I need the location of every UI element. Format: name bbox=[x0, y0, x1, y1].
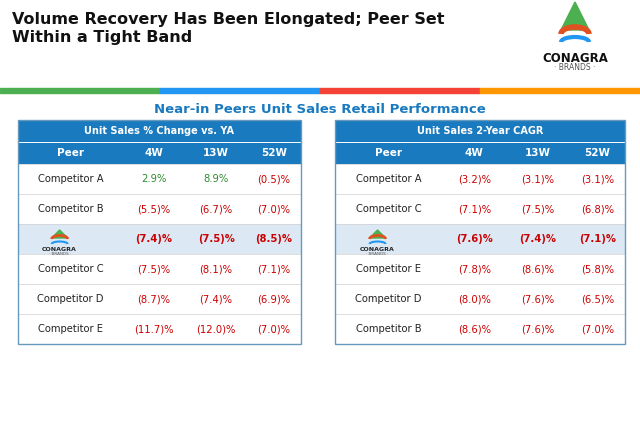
FancyBboxPatch shape bbox=[18, 164, 301, 194]
Text: · BRANDS ·: · BRANDS · bbox=[367, 252, 388, 256]
Text: (7.4)%: (7.4)% bbox=[135, 234, 172, 244]
FancyBboxPatch shape bbox=[335, 164, 625, 194]
Text: (7.5)%: (7.5)% bbox=[522, 204, 555, 214]
FancyBboxPatch shape bbox=[18, 224, 301, 254]
Text: (7.4)%: (7.4)% bbox=[200, 294, 232, 304]
FancyBboxPatch shape bbox=[335, 142, 625, 164]
Text: (7.4)%: (7.4)% bbox=[520, 234, 557, 244]
Text: (8.5)%: (8.5)% bbox=[255, 234, 292, 244]
Text: (8.7)%: (8.7)% bbox=[138, 294, 170, 304]
Text: Competitor C: Competitor C bbox=[38, 264, 103, 274]
Polygon shape bbox=[561, 2, 589, 30]
Polygon shape bbox=[52, 230, 68, 238]
Text: (8.6)%: (8.6)% bbox=[458, 324, 491, 334]
Text: · BRANDS ·: · BRANDS · bbox=[49, 252, 71, 256]
Text: (3.1)%: (3.1)% bbox=[522, 174, 554, 184]
Text: (7.0)%: (7.0)% bbox=[258, 204, 291, 214]
FancyBboxPatch shape bbox=[18, 142, 301, 164]
Text: (7.6)%: (7.6)% bbox=[522, 294, 555, 304]
Text: Competitor D: Competitor D bbox=[37, 294, 104, 304]
Text: CONAGRA: CONAGRA bbox=[360, 247, 395, 252]
Text: 13W: 13W bbox=[203, 148, 229, 158]
Text: Unit Sales 2-Year CAGR: Unit Sales 2-Year CAGR bbox=[417, 126, 543, 136]
Text: (6.5)%: (6.5)% bbox=[581, 294, 614, 304]
Text: 4W: 4W bbox=[145, 148, 163, 158]
Text: Peer: Peer bbox=[57, 148, 84, 158]
Text: Near-in Peers Unit Sales Retail Performance: Near-in Peers Unit Sales Retail Performa… bbox=[154, 103, 486, 116]
Text: (6.9)%: (6.9)% bbox=[257, 294, 291, 304]
FancyBboxPatch shape bbox=[18, 314, 301, 344]
Bar bbox=[160, 88, 320, 93]
Text: (5.5)%: (5.5)% bbox=[137, 204, 170, 214]
Text: Unit Sales % Change vs. YA: Unit Sales % Change vs. YA bbox=[84, 126, 234, 136]
Text: 52W: 52W bbox=[261, 148, 287, 158]
Text: Competitor E: Competitor E bbox=[38, 324, 103, 334]
Text: (7.5)%: (7.5)% bbox=[198, 234, 234, 244]
Text: (3.2)%: (3.2)% bbox=[458, 174, 491, 184]
Text: Competitor D: Competitor D bbox=[355, 294, 422, 304]
FancyBboxPatch shape bbox=[335, 254, 625, 284]
Text: (6.8)%: (6.8)% bbox=[581, 204, 614, 214]
Polygon shape bbox=[369, 230, 385, 238]
Text: (0.5)%: (0.5)% bbox=[258, 174, 291, 184]
Text: (7.1)%: (7.1)% bbox=[579, 234, 616, 244]
Text: Competitor A: Competitor A bbox=[356, 174, 422, 184]
Text: (8.1)%: (8.1)% bbox=[200, 264, 232, 274]
Text: (7.0)%: (7.0)% bbox=[581, 324, 614, 334]
Text: (5.8)%: (5.8)% bbox=[581, 264, 614, 274]
Text: CONAGRA: CONAGRA bbox=[542, 52, 608, 65]
Text: 13W: 13W bbox=[525, 148, 551, 158]
Text: (3.1)%: (3.1)% bbox=[581, 174, 614, 184]
Text: (7.1)%: (7.1)% bbox=[257, 264, 291, 274]
FancyBboxPatch shape bbox=[18, 194, 301, 224]
Text: (8.0)%: (8.0)% bbox=[458, 294, 491, 304]
FancyBboxPatch shape bbox=[18, 120, 301, 142]
FancyBboxPatch shape bbox=[335, 224, 625, 254]
FancyBboxPatch shape bbox=[335, 120, 625, 142]
Text: Competitor C: Competitor C bbox=[356, 204, 422, 214]
Text: · BRANDS ·: · BRANDS · bbox=[554, 63, 596, 72]
Text: CONAGRA: CONAGRA bbox=[42, 247, 77, 252]
FancyBboxPatch shape bbox=[18, 254, 301, 284]
Text: (7.6)%: (7.6)% bbox=[456, 234, 493, 244]
FancyBboxPatch shape bbox=[335, 194, 625, 224]
Text: (7.1)%: (7.1)% bbox=[458, 204, 491, 214]
Text: 2.9%: 2.9% bbox=[141, 174, 166, 184]
Text: Competitor B: Competitor B bbox=[356, 324, 422, 334]
Bar bbox=[480, 88, 640, 93]
Text: Competitor A: Competitor A bbox=[38, 174, 103, 184]
Text: (12.0)%: (12.0)% bbox=[196, 324, 236, 334]
Text: 52W: 52W bbox=[584, 148, 611, 158]
Text: (11.7)%: (11.7)% bbox=[134, 324, 173, 334]
Text: Competitor E: Competitor E bbox=[356, 264, 421, 274]
Text: Volume Recovery Has Been Elongated; Peer Set: Volume Recovery Has Been Elongated; Peer… bbox=[12, 12, 445, 27]
Bar bbox=[0, 88, 160, 93]
Text: (7.0)%: (7.0)% bbox=[258, 324, 291, 334]
FancyBboxPatch shape bbox=[18, 284, 301, 314]
FancyBboxPatch shape bbox=[335, 314, 625, 344]
Text: 4W: 4W bbox=[465, 148, 484, 158]
FancyBboxPatch shape bbox=[335, 284, 625, 314]
Text: (7.5)%: (7.5)% bbox=[137, 264, 170, 274]
Text: (8.6)%: (8.6)% bbox=[522, 264, 554, 274]
Text: Peer: Peer bbox=[375, 148, 402, 158]
Text: 8.9%: 8.9% bbox=[204, 174, 228, 184]
Text: Competitor B: Competitor B bbox=[38, 204, 103, 214]
Text: (6.7)%: (6.7)% bbox=[200, 204, 233, 214]
Bar bbox=[320, 88, 480, 93]
Text: (7.6)%: (7.6)% bbox=[522, 324, 555, 334]
Text: (7.8)%: (7.8)% bbox=[458, 264, 491, 274]
Text: Within a Tight Band: Within a Tight Band bbox=[12, 30, 192, 45]
